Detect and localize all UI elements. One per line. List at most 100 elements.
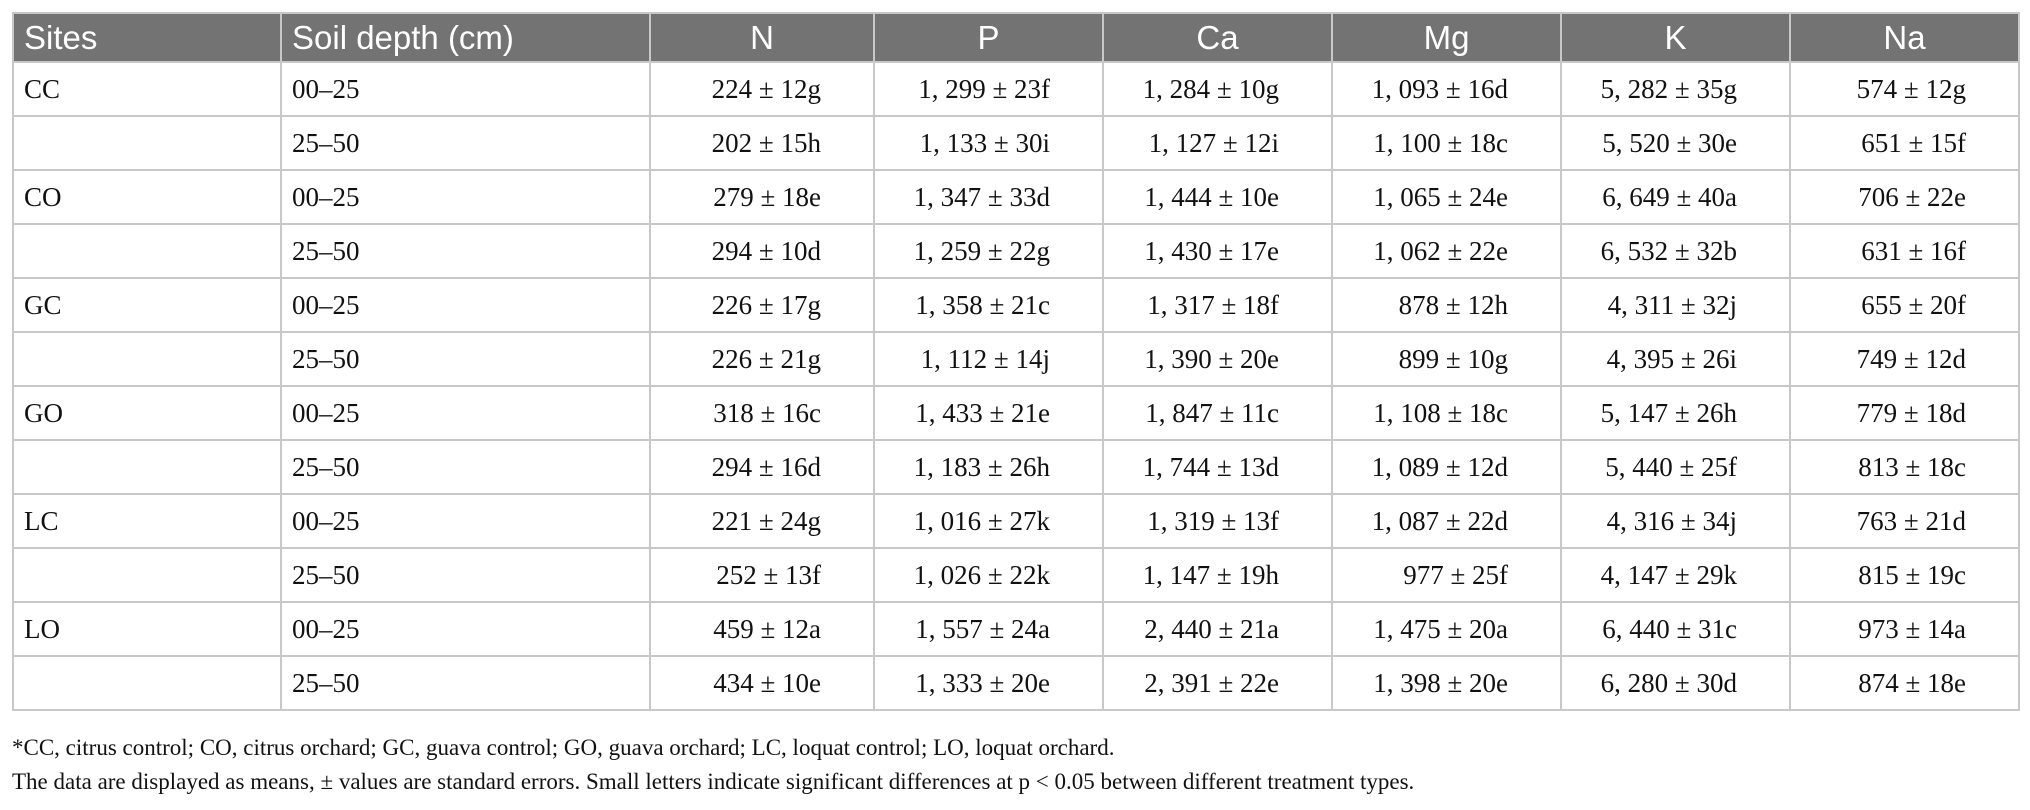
value-cell: 1, 112 ± 14j bbox=[873, 331, 1104, 387]
site-cell bbox=[12, 115, 282, 171]
data-table: Sites Soil depth (cm) N P Ca Mg K Na CC 00–25 224… bbox=[12, 12, 2020, 711]
depth-cell: 25–50 bbox=[280, 331, 651, 387]
value-cell: 252 ± 13f bbox=[649, 547, 875, 603]
value-cell: 1, 557 ± 24a bbox=[873, 601, 1104, 657]
footnote-explanation: The data are displayed as means, ± value… bbox=[12, 769, 1415, 794]
value-cell: 1, 333 ± 20e bbox=[873, 655, 1104, 711]
value-cell: 1, 089 ± 12d bbox=[1331, 439, 1562, 495]
footnotes: *CC, citrus control; CO, citrus orchard;… bbox=[12, 731, 2018, 799]
value-cell: 221 ± 24g bbox=[649, 493, 875, 549]
table-row: GC 00–25 226 ± 17g 1, 358 ± 21c 1, 317 ± 18f… bbox=[12, 277, 2020, 333]
header-row: Sites Soil depth (cm) N P Ca Mg K Na bbox=[12, 12, 2020, 63]
depth-cell: 00–25 bbox=[280, 277, 651, 333]
value-cell: 815 ± 19c bbox=[1789, 547, 2020, 603]
value-cell: 459 ± 12a bbox=[649, 601, 875, 657]
value-cell: 224 ± 12g bbox=[649, 61, 875, 117]
column-header: Sites bbox=[12, 12, 282, 63]
value-cell: 779 ± 18d bbox=[1789, 385, 2020, 441]
value-cell: 749 ± 12d bbox=[1789, 331, 2020, 387]
value-cell: 706 ± 22e bbox=[1789, 169, 2020, 225]
depth-cell: 25–50 bbox=[280, 115, 651, 171]
site-cell: GC bbox=[12, 277, 282, 333]
value-cell: 226 ± 17g bbox=[649, 277, 875, 333]
value-cell: 294 ± 16d bbox=[649, 439, 875, 495]
table-row: 25–50 294 ± 10d 1, 259 ± 22g 1, 430 ± 17e 1,… bbox=[12, 223, 2020, 279]
table-row: GO 00–25 318 ± 16c 1, 433 ± 21e 1, 847 ± 11c… bbox=[12, 385, 2020, 441]
depth-cell: 00–25 bbox=[280, 169, 651, 225]
value-cell: 318 ± 16c bbox=[649, 385, 875, 441]
site-cell bbox=[12, 223, 282, 279]
table-row: LC 00–25 221 ± 24g 1, 016 ± 27k 1, 319 ± 13f… bbox=[12, 493, 2020, 549]
table-row: LO 00–25 459 ± 12a 1, 557 ± 24a 2, 440 ± 21a… bbox=[12, 601, 2020, 657]
value-cell: 279 ± 18e bbox=[649, 169, 875, 225]
value-cell: 1, 390 ± 20e bbox=[1102, 331, 1333, 387]
value-cell: 5, 520 ± 30e bbox=[1560, 115, 1791, 171]
value-cell: 1, 062 ± 22e bbox=[1331, 223, 1562, 279]
value-cell: 1, 127 ± 12i bbox=[1102, 115, 1333, 171]
value-cell: 651 ± 15f bbox=[1789, 115, 2020, 171]
column-header: Soil depth (cm) bbox=[280, 12, 651, 63]
value-cell: 6, 649 ± 40a bbox=[1560, 169, 1791, 225]
value-cell: 899 ± 10g bbox=[1331, 331, 1562, 387]
value-cell: 1, 147 ± 19h bbox=[1102, 547, 1333, 603]
value-cell: 1, 398 ± 20e bbox=[1331, 655, 1562, 711]
site-cell: CO bbox=[12, 169, 282, 225]
value-cell: 226 ± 21g bbox=[649, 331, 875, 387]
value-cell: 977 ± 25f bbox=[1331, 547, 1562, 603]
site-cell: GO bbox=[12, 385, 282, 441]
value-cell: 1, 026 ± 22k bbox=[873, 547, 1104, 603]
value-cell: 5, 440 ± 25f bbox=[1560, 439, 1791, 495]
depth-cell: 00–25 bbox=[280, 61, 651, 117]
value-cell: 1, 317 ± 18f bbox=[1102, 277, 1333, 333]
value-cell: 4, 316 ± 34j bbox=[1560, 493, 1791, 549]
depth-cell: 25–50 bbox=[280, 439, 651, 495]
value-cell: 1, 319 ± 13f bbox=[1102, 493, 1333, 549]
value-cell: 874 ± 18e bbox=[1789, 655, 2020, 711]
value-cell: 1, 100 ± 18c bbox=[1331, 115, 1562, 171]
table-row: 25–50 294 ± 16d 1, 183 ± 26h 1, 744 ± 13d 1,… bbox=[12, 439, 2020, 495]
column-header: Na bbox=[1789, 12, 2020, 63]
value-cell: 2, 391 ± 22e bbox=[1102, 655, 1333, 711]
value-cell: 5, 282 ± 35g bbox=[1560, 61, 1791, 117]
value-cell: 6, 280 ± 30d bbox=[1560, 655, 1791, 711]
site-cell: LC bbox=[12, 493, 282, 549]
value-cell: 1, 444 ± 10e bbox=[1102, 169, 1333, 225]
column-header: Ca bbox=[1102, 12, 1333, 63]
value-cell: 1, 093 ± 16d bbox=[1331, 61, 1562, 117]
value-cell: 1, 108 ± 18c bbox=[1331, 385, 1562, 441]
depth-cell: 25–50 bbox=[280, 655, 651, 711]
column-header: Mg bbox=[1331, 12, 1562, 63]
value-cell: 1, 299 ± 23f bbox=[873, 61, 1104, 117]
value-cell: 973 ± 14a bbox=[1789, 601, 2020, 657]
value-cell: 1, 259 ± 22g bbox=[873, 223, 1104, 279]
value-cell: 6, 440 ± 31c bbox=[1560, 601, 1791, 657]
value-cell: 1, 847 ± 11c bbox=[1102, 385, 1333, 441]
table-row: 25–50 226 ± 21g 1, 112 ± 14j 1, 390 ± 20e 89… bbox=[12, 331, 2020, 387]
depth-cell: 00–25 bbox=[280, 601, 651, 657]
depth-cell: 00–25 bbox=[280, 493, 651, 549]
table-container: Sites Soil depth (cm) N P Ca Mg K Na CC 00–25 224… bbox=[12, 12, 2020, 799]
value-cell: 878 ± 12h bbox=[1331, 277, 1562, 333]
value-cell: 202 ± 15h bbox=[649, 115, 875, 171]
value-cell: 763 ± 21d bbox=[1789, 493, 2020, 549]
value-cell: 1, 347 ± 33d bbox=[873, 169, 1104, 225]
value-cell: 1, 430 ± 17e bbox=[1102, 223, 1333, 279]
value-cell: 813 ± 18c bbox=[1789, 439, 2020, 495]
value-cell: 631 ± 16f bbox=[1789, 223, 2020, 279]
table-row: CO 00–25 279 ± 18e 1, 347 ± 33d 1, 444 ± 10e… bbox=[12, 169, 2020, 225]
table-row: 25–50 202 ± 15h 1, 133 ± 30i 1, 127 ± 12i 1,… bbox=[12, 115, 2020, 171]
value-cell: 1, 284 ± 10g bbox=[1102, 61, 1333, 117]
value-cell: 1, 133 ± 30i bbox=[873, 115, 1104, 171]
value-cell: 294 ± 10d bbox=[649, 223, 875, 279]
column-header: P bbox=[873, 12, 1104, 63]
value-cell: 1, 016 ± 27k bbox=[873, 493, 1104, 549]
depth-cell: 25–50 bbox=[280, 547, 651, 603]
site-cell bbox=[12, 439, 282, 495]
value-cell: 5, 147 ± 26h bbox=[1560, 385, 1791, 441]
value-cell: 1, 183 ± 26h bbox=[873, 439, 1104, 495]
value-cell: 1, 475 ± 20a bbox=[1331, 601, 1562, 657]
value-cell: 4, 311 ± 32j bbox=[1560, 277, 1791, 333]
footnote-abbreviations: *CC, citrus control; CO, citrus orchard;… bbox=[12, 735, 1115, 760]
site-cell bbox=[12, 655, 282, 711]
value-cell: 6, 532 ± 32b bbox=[1560, 223, 1791, 279]
